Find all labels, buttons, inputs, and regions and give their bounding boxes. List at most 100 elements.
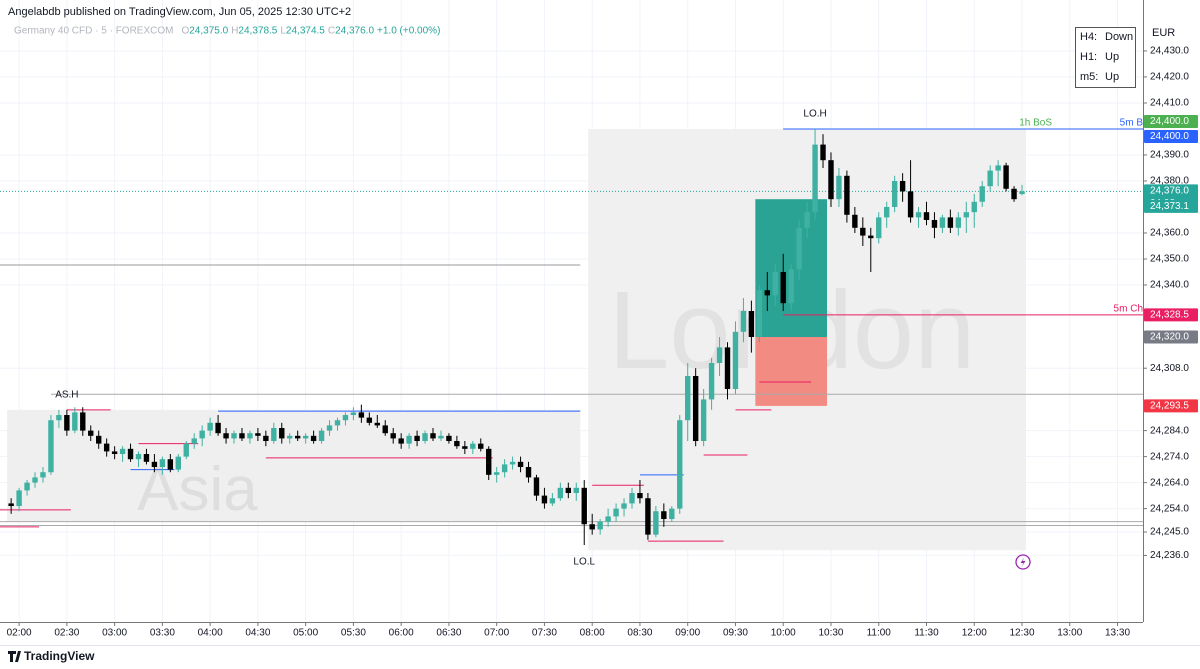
candle-body <box>239 433 245 439</box>
candle-body <box>414 435 420 442</box>
candle-body <box>788 269 794 304</box>
candle-body <box>509 461 516 465</box>
currency: EUR <box>1152 27 1175 39</box>
symbol-line: Germany 40 CFD · 5 · FOREXCOM O 24,375.0 H 2… <box>14 26 440 37</box>
candle-body <box>406 435 412 444</box>
candle-body <box>708 363 715 400</box>
candle-body <box>310 435 317 442</box>
candle-body <box>621 503 627 509</box>
candle-body <box>358 412 365 418</box>
candle-body <box>422 433 428 442</box>
y-tick-label: 24,420.0 <box>1150 72 1189 83</box>
candle-body <box>963 212 969 218</box>
candle-body <box>533 477 540 496</box>
candle-body <box>127 448 134 460</box>
candle-body <box>852 214 858 228</box>
x-tick-label: 03:30 <box>150 628 175 639</box>
symbol-text: +1.0 (+0.00%) <box>377 26 440 37</box>
candle-body <box>486 448 492 475</box>
candle-body <box>740 311 747 332</box>
candle-body <box>231 433 237 439</box>
trend-dir: Down <box>1105 31 1133 43</box>
currency-box <box>1144 22 1198 44</box>
y-tick-label: 24,245.0 <box>1150 527 1189 538</box>
trend-dir: Up <box>1105 71 1119 83</box>
candle-body <box>987 170 993 187</box>
price-label: 24,400.0 <box>1150 116 1189 127</box>
candle-body <box>605 516 611 522</box>
candle-body <box>95 435 102 444</box>
y-tick-label: 24,380.0 <box>1150 176 1189 187</box>
candle-body <box>374 422 380 426</box>
candle-body <box>302 435 309 439</box>
candle-body <box>589 524 595 530</box>
candle-body <box>804 212 810 228</box>
candle-body <box>645 498 651 535</box>
y-tick-label: 24,264.0 <box>1150 477 1189 488</box>
structure-marker: LO.L <box>573 557 595 568</box>
price-label-box <box>1144 114 1198 128</box>
price-label: 24,400.0 <box>1150 131 1189 142</box>
candle-body <box>764 290 771 296</box>
time-axis <box>0 622 1200 645</box>
candle-body <box>1003 165 1009 189</box>
alert-icon[interactable] <box>1015 554 1031 570</box>
candle-body <box>884 206 890 218</box>
trend-rows: H4: Down H1: Up m5: Up <box>1080 31 1133 83</box>
candle-body <box>541 495 548 504</box>
candle-body <box>366 417 373 423</box>
candle-body <box>517 461 524 468</box>
symbol-text: H <box>231 26 238 37</box>
x-tick-label: 04:30 <box>245 628 270 639</box>
structure-marker: LO.H <box>803 109 826 120</box>
symbol-text: O <box>181 26 189 37</box>
y-tick-label: 24,430.0 <box>1150 46 1189 57</box>
zone <box>7 409 581 522</box>
candle-body <box>1011 188 1017 200</box>
x-tick-label: 13:00 <box>1057 628 1082 639</box>
trend-tf: H4: <box>1080 31 1097 43</box>
candle-body <box>716 347 723 364</box>
x-tick-label: 11:00 <box>867 628 892 639</box>
y-tick-label: 24,350.0 <box>1150 254 1189 265</box>
y-tick-label: 24,284.0 <box>1150 425 1189 436</box>
symbol-text: C <box>328 26 335 37</box>
candle-body <box>279 428 285 439</box>
candle-body <box>342 415 349 421</box>
candle-body <box>48 420 54 473</box>
trend-tf: m5: <box>1080 71 1098 83</box>
candle-body <box>780 271 786 304</box>
candle-body <box>40 472 46 478</box>
candle-body <box>350 412 357 416</box>
x-tick-label: 08:30 <box>627 628 652 639</box>
price-label: 24,293.5 <box>1150 401 1189 412</box>
candle-body <box>199 430 205 439</box>
price-label-box <box>1144 308 1198 322</box>
candle-body <box>111 451 118 455</box>
x-tick-label: 07:30 <box>532 628 557 639</box>
candle-body <box>80 412 86 431</box>
candle-body <box>685 376 691 421</box>
candle-body <box>215 422 221 434</box>
candle-body <box>294 435 301 439</box>
y-tick-label: 24,308.0 <box>1150 363 1189 374</box>
candle-body <box>255 433 261 436</box>
candle-body <box>796 227 802 270</box>
candle-body <box>565 487 572 494</box>
candle-body <box>207 422 213 431</box>
candle-body <box>175 456 181 470</box>
candle-body <box>462 446 468 449</box>
candle-body <box>398 438 404 444</box>
zone <box>755 337 828 406</box>
candle-body <box>724 347 731 390</box>
symbol-text: Germany 40 CFD · 5 · FOREXCOM <box>14 26 173 37</box>
candle-body <box>446 435 452 442</box>
candle-body <box>947 217 954 228</box>
candle-body <box>525 467 532 478</box>
candle-body <box>438 435 444 439</box>
candle-body <box>915 212 922 218</box>
candle-body <box>700 399 707 442</box>
footer-text: TradingView <box>24 649 95 663</box>
x-tick-label: 12:30 <box>1009 628 1034 639</box>
